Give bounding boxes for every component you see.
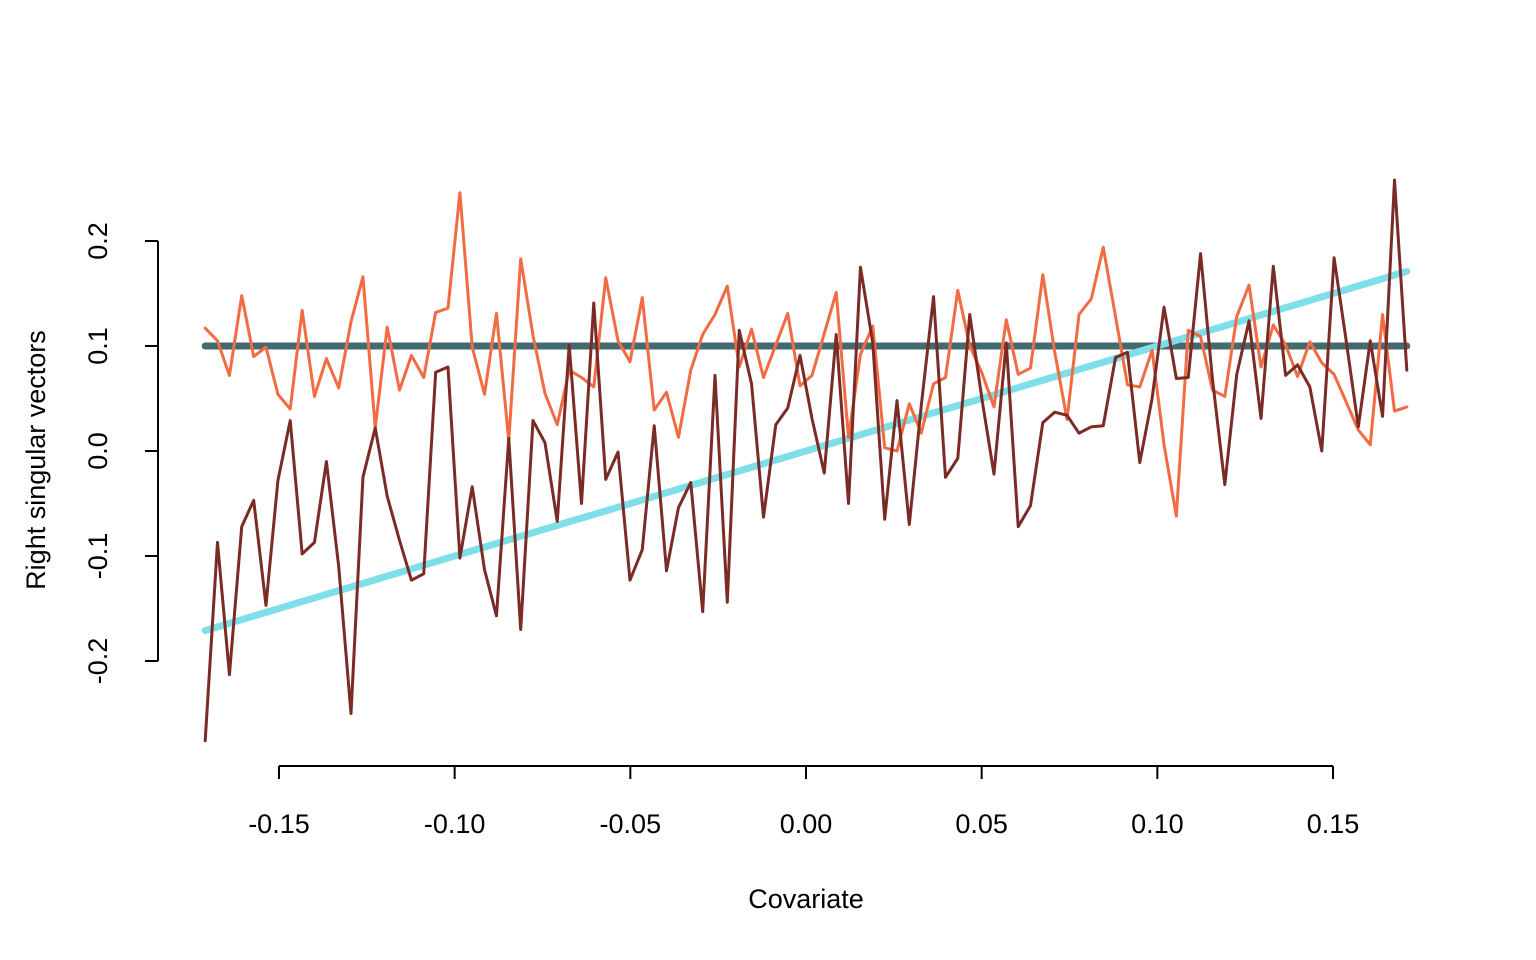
series-line <box>203 178 1409 743</box>
y-tick-label: -0.1 <box>83 533 113 580</box>
y-tick-label: 0.1 <box>83 327 113 365</box>
x-tick-label: -0.10 <box>424 809 486 839</box>
y-axis-title: Right singular vectors <box>21 330 51 590</box>
x-tick-label: -0.15 <box>248 809 310 839</box>
y-tick-label: 0.0 <box>83 432 113 470</box>
y-tick-label: -0.2 <box>83 638 113 685</box>
x-tick-label: 0.15 <box>1307 809 1360 839</box>
x-axis-title: Covariate <box>748 884 864 914</box>
x-tick-label: 0.00 <box>780 809 833 839</box>
series-line <box>201 267 1411 635</box>
x-tick-label: 0.05 <box>955 809 1008 839</box>
x-tick-label: 0.10 <box>1131 809 1184 839</box>
x-tick-label: -0.05 <box>600 809 662 839</box>
y-tick-label: 0.2 <box>83 222 113 260</box>
